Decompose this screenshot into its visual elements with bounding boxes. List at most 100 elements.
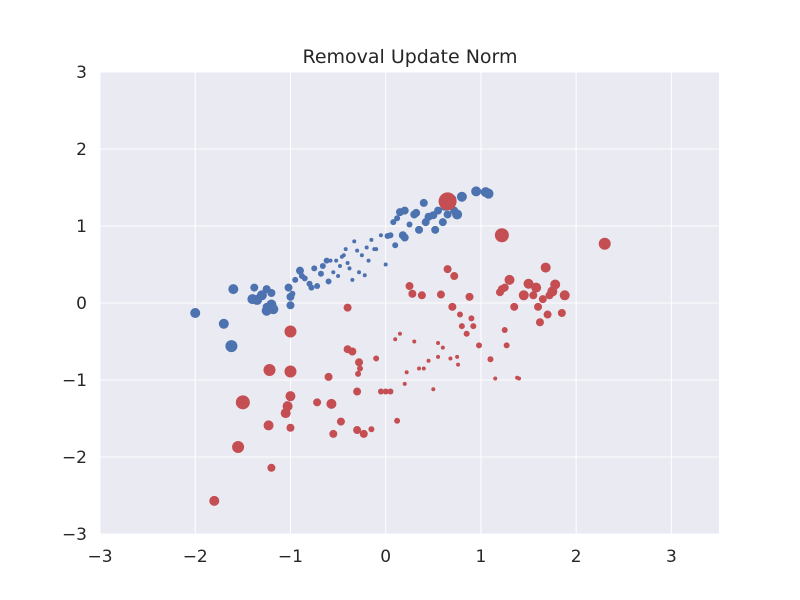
data-point-series-1 (359, 253, 364, 258)
data-point-series-1 (456, 191, 467, 202)
data-point-series-1 (471, 186, 482, 197)
data-point-series-1 (406, 221, 413, 228)
data-point-series-2 (438, 192, 457, 211)
data-point-series-2 (368, 426, 375, 433)
data-point-series-2 (359, 429, 368, 438)
chart-title: Removal Update Norm (302, 46, 517, 68)
x-tick-label: −1 (278, 547, 303, 567)
data-point-series-2 (405, 282, 414, 291)
data-point-series-2 (426, 358, 431, 363)
data-point-series-1 (314, 283, 321, 290)
data-point-series-2 (313, 398, 322, 407)
data-point-series-1 (352, 239, 357, 244)
y-tick-label: −1 (62, 371, 87, 391)
data-point-series-2 (538, 295, 547, 304)
x-tick-label: 0 (380, 547, 391, 567)
data-point-series-2 (448, 302, 457, 311)
data-point-series-1 (218, 318, 229, 329)
data-point-series-1 (364, 245, 369, 250)
data-point-series-1 (328, 258, 333, 263)
data-point-series-2 (543, 310, 552, 319)
data-point-series-2 (421, 366, 426, 371)
data-point-series-1 (225, 340, 238, 353)
data-point-series-2 (263, 420, 274, 431)
data-point-series-2 (417, 366, 422, 371)
data-point-series-2 (456, 362, 461, 367)
data-point-series-1 (394, 215, 401, 222)
data-point-series-2 (557, 309, 566, 318)
data-point-series-1 (323, 257, 330, 264)
data-point-series-2 (353, 426, 362, 435)
data-point-series-2 (356, 365, 363, 372)
data-point-series-2 (443, 265, 452, 274)
data-point-series-1 (483, 188, 494, 199)
data-point-series-2 (523, 278, 534, 289)
data-point-series-1 (311, 265, 318, 272)
data-point-series-2 (436, 341, 441, 346)
x-tick-label: 3 (666, 547, 677, 567)
data-point-series-2 (455, 354, 460, 359)
data-point-series-2 (404, 370, 409, 375)
data-point-series-2 (348, 347, 357, 356)
data-point-series-2 (324, 372, 333, 381)
data-point-series-1 (387, 232, 394, 239)
data-point-series-2 (412, 339, 417, 344)
data-point-series-2 (531, 282, 542, 293)
data-point-series-1 (292, 276, 299, 283)
data-point-series-2 (476, 342, 483, 349)
data-point-series-1 (261, 305, 272, 316)
data-point-series-1 (400, 233, 409, 242)
data-point-series-1 (374, 247, 379, 252)
data-point-series-1 (343, 247, 348, 252)
x-tick-label: 2 (571, 547, 582, 567)
data-point-series-2 (343, 303, 352, 312)
x-tick-label: −2 (183, 547, 208, 567)
y-tick-label: 3 (76, 63, 87, 83)
data-point-series-2 (503, 342, 510, 349)
data-point-series-2 (468, 315, 475, 322)
data-point-series-2 (382, 388, 389, 395)
data-point-series-2 (540, 262, 551, 273)
data-point-series-1 (337, 264, 342, 269)
data-point-series-1 (355, 248, 360, 253)
data-point-series-2 (285, 391, 296, 402)
data-point-series-1 (190, 308, 201, 319)
y-tick-label: 0 (76, 294, 87, 314)
data-point-series-1 (256, 290, 267, 301)
data-point-series-2 (450, 272, 459, 281)
y-tick-label: 1 (76, 217, 87, 237)
data-point-series-2 (436, 354, 441, 359)
data-point-series-1 (369, 237, 374, 242)
data-point-series-2 (550, 279, 561, 290)
data-point-series-2 (431, 387, 436, 392)
y-tick-label: −3 (62, 525, 87, 545)
data-point-series-1 (357, 270, 362, 275)
data-point-series-1 (334, 258, 339, 263)
data-point-series-1 (434, 206, 443, 215)
data-point-series-2 (209, 495, 220, 506)
data-point-series-2 (408, 289, 417, 298)
data-point-series-1 (443, 210, 452, 219)
data-point-series-2 (458, 323, 465, 330)
data-point-series-1 (325, 278, 332, 285)
data-point-series-2 (355, 370, 362, 377)
data-point-series-2 (529, 291, 538, 300)
data-point-series-1 (286, 301, 295, 310)
data-point-series-2 (500, 283, 509, 292)
data-point-series-1 (284, 283, 293, 292)
data-point-series-1 (438, 218, 447, 227)
data-point-series-2 (353, 387, 362, 396)
data-point-series-1 (341, 253, 346, 258)
data-point-series-2 (355, 358, 364, 367)
y-axis-ticks: −3 −2 −1 0 1 2 3 (62, 63, 87, 545)
data-point-series-2 (284, 325, 297, 338)
data-point-series-2 (534, 302, 543, 311)
data-point-series-2 (267, 463, 276, 472)
data-point-series-2 (286, 423, 295, 432)
data-point-series-2 (487, 356, 494, 363)
data-point-series-2 (501, 326, 508, 333)
data-point-series-2 (336, 417, 345, 426)
data-point-series-1 (400, 206, 409, 215)
data-point-series-1 (289, 290, 296, 297)
